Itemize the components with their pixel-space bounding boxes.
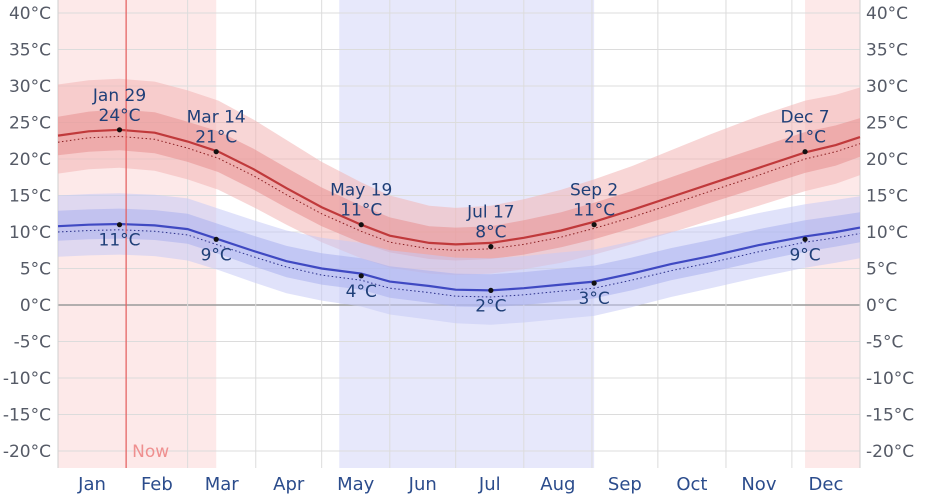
y-tick-label-right: -10°C bbox=[866, 369, 914, 389]
y-tick-label-left: 30°C bbox=[9, 77, 51, 97]
data-point-marker bbox=[116, 127, 123, 133]
y-tick-label-left: 25°C bbox=[9, 114, 51, 134]
month-label: Feb bbox=[141, 474, 173, 495]
annotation-temp: 9°C bbox=[201, 245, 232, 265]
high-outer-band bbox=[58, 78, 860, 276]
month-label: Mar bbox=[205, 474, 240, 495]
y-tick-label-left: 5°C bbox=[20, 260, 51, 280]
y-tick-label-right: 30°C bbox=[866, 77, 908, 97]
month-label: Jan bbox=[77, 474, 106, 495]
x-axis-labels: Jan Feb Mar Apr May Jun Jul Aug Sep Oct Nov Dec bbox=[77, 474, 843, 495]
month-label: Jul bbox=[478, 474, 501, 495]
month-label: Apr bbox=[273, 474, 305, 495]
low-outer-band bbox=[58, 193, 860, 325]
month-label: Jun bbox=[408, 474, 437, 495]
data-point-marker bbox=[488, 244, 494, 250]
y-tick-label-right: 20°C bbox=[866, 150, 908, 170]
annotation-date: Jul 17 bbox=[466, 203, 515, 223]
y-tick-label-right: 0°C bbox=[866, 296, 897, 316]
month-label: Oct bbox=[676, 474, 707, 495]
y-tick-label-right: 10°C bbox=[866, 223, 908, 243]
y-tick-label-left: 40°C bbox=[9, 4, 51, 24]
y-tick-label-left: -5°C bbox=[14, 333, 51, 353]
series-group bbox=[57, 78, 861, 325]
annotation-temp: 11°C bbox=[573, 201, 615, 221]
data-point-marker bbox=[213, 149, 219, 155]
data-point-marker bbox=[488, 287, 494, 293]
high-inner-band bbox=[58, 109, 860, 261]
month-label: Nov bbox=[741, 474, 776, 495]
data-point-marker bbox=[116, 222, 123, 228]
low-feels-like-line bbox=[57, 229, 861, 298]
annotation-date: Jan 29 bbox=[92, 86, 146, 106]
month-label: Dec bbox=[809, 474, 844, 495]
annotation-temp: 4°C bbox=[346, 282, 377, 302]
high-average-line bbox=[57, 128, 861, 246]
y-tick-label-right: 15°C bbox=[866, 187, 908, 207]
y-tick-label-right: 25°C bbox=[866, 114, 908, 134]
month-label: Sep bbox=[608, 474, 642, 495]
data-point-marker bbox=[213, 236, 219, 242]
y-tick-label-left: 20°C bbox=[9, 150, 51, 170]
y-tick-label-left: 35°C bbox=[9, 41, 51, 61]
y-tick-label-right: 35°C bbox=[866, 41, 908, 61]
y-tick-label-right: -20°C bbox=[866, 442, 914, 462]
data-point-marker bbox=[591, 280, 597, 286]
annotation-temp: 11°C bbox=[99, 231, 141, 251]
data-point-marker bbox=[591, 222, 597, 228]
data-point-marker bbox=[358, 273, 364, 279]
annotation-temp: 24°C bbox=[99, 106, 141, 126]
y-tick-label-right: -15°C bbox=[866, 406, 914, 426]
y-axis-labels: 40°C 40°C 35°C 35°C 30°C 30°C 25°C 25°C 20°C 20°C… bbox=[3, 4, 914, 462]
annotation-date: Mar 14 bbox=[187, 108, 246, 128]
month-label: Aug bbox=[540, 474, 575, 495]
y-tick-label-right: -5°C bbox=[866, 333, 903, 353]
annotation-temp: 11°C bbox=[340, 201, 382, 221]
data-point-marker bbox=[802, 149, 808, 155]
annotation-temp: 2°C bbox=[475, 296, 506, 316]
annotation-date: Sep 2 bbox=[570, 181, 618, 201]
data-point-marker bbox=[358, 222, 364, 228]
y-tick-label-left: -10°C bbox=[3, 369, 51, 389]
annotation-temp: 21°C bbox=[784, 128, 826, 148]
annotation-temp: 8°C bbox=[475, 223, 506, 243]
month-label: May bbox=[337, 474, 375, 495]
y-tick-label-left: 0°C bbox=[20, 296, 51, 316]
now-label: Now bbox=[132, 442, 169, 462]
annotation-date: Dec 7 bbox=[781, 108, 830, 128]
y-tick-label-left: 15°C bbox=[9, 187, 51, 207]
annotation-date: May 19 bbox=[330, 181, 392, 201]
annotation-temp: 21°C bbox=[195, 128, 237, 148]
low-average-line bbox=[57, 222, 861, 292]
high-feels-like-line bbox=[57, 135, 861, 251]
annotation-temp: 3°C bbox=[579, 289, 610, 309]
y-tick-label-right: 40°C bbox=[866, 4, 908, 24]
y-tick-label-left: -20°C bbox=[3, 442, 51, 462]
low-inner-band bbox=[58, 208, 860, 308]
y-tick-label-left: 10°C bbox=[9, 223, 51, 243]
data-point-marker bbox=[802, 236, 808, 242]
y-tick-label-left: -15°C bbox=[3, 406, 51, 426]
y-tick-label-right: 5°C bbox=[866, 260, 897, 280]
annotation-temp: 9°C bbox=[789, 245, 820, 265]
